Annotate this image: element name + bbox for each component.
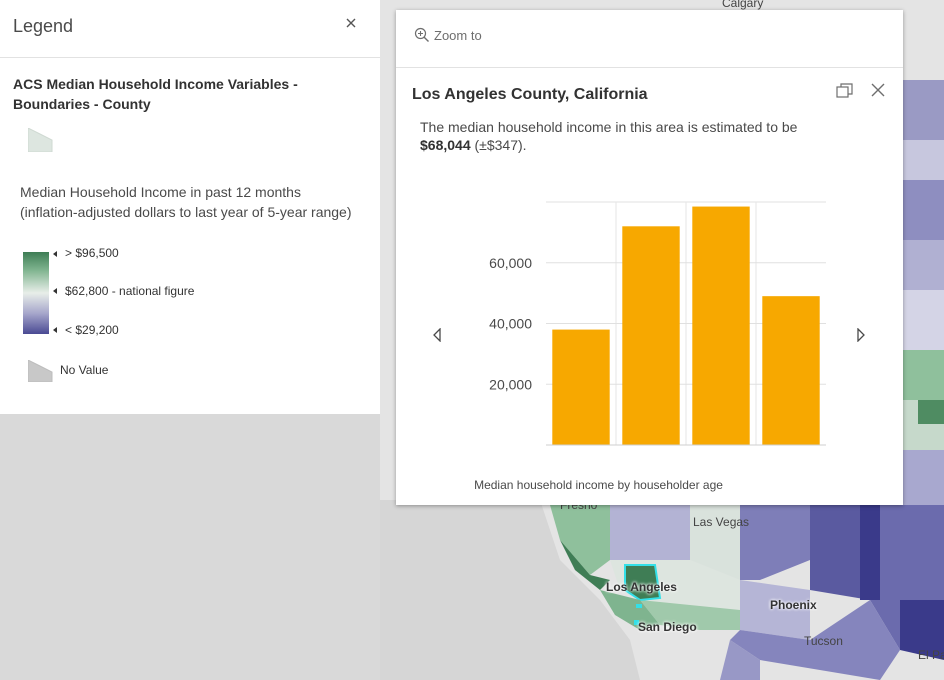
- close-icon[interactable]: [870, 82, 886, 103]
- city-label-calgary: Calgary: [722, 0, 764, 10]
- city-label-los-angeles: Los Angeles: [606, 580, 677, 594]
- popup-description: The median household income in this area…: [420, 118, 840, 154]
- y-tick-label: 40,000: [489, 316, 532, 332]
- feature-popup: Zoom to Los Angeles County, California T…: [396, 10, 903, 505]
- ramp-tick-icon: [53, 251, 57, 257]
- legend-panel: Legend ACS Median Household Income Varia…: [0, 0, 380, 414]
- zoom-in-icon: [414, 27, 429, 42]
- ramp-label-low: < $29,200: [65, 323, 119, 337]
- chart-bar[interactable]: [552, 329, 610, 445]
- ramp-label-high: > $96,500: [65, 246, 119, 260]
- legend-header: Legend: [0, 0, 380, 58]
- y-tick-label: 20,000: [489, 376, 532, 392]
- chevron-left-icon[interactable]: [432, 327, 442, 347]
- city-label-las-vegas: Las Vegas: [693, 515, 750, 529]
- polygon-symbol-icon: [28, 128, 53, 152]
- ramp-label-mid: $62,800 - national figure: [65, 284, 195, 298]
- zoom-to-button[interactable]: Zoom to: [414, 27, 482, 43]
- no-value-symbol-icon: [28, 360, 53, 382]
- ramp-tick-icon: [53, 288, 57, 294]
- chart-caption: Median household income by householder a…: [474, 478, 723, 492]
- ramp-tick-icon: [53, 327, 57, 333]
- legend-layer-name: ACS Median Household Income Variables - …: [13, 76, 298, 112]
- chart-bar[interactable]: [622, 226, 680, 445]
- city-label-phoenix: Phoenix: [770, 598, 817, 612]
- legend-title: Legend: [13, 16, 74, 36]
- popup-income-value: $68,044: [420, 137, 471, 153]
- city-label-el-paso: El Pa: [918, 648, 944, 662]
- popup-text-suffix: (±$347).: [470, 137, 527, 153]
- close-icon[interactable]: [344, 14, 358, 35]
- bar-chart: 20,000 40,000 60,000: [489, 201, 826, 446]
- chevron-right-icon[interactable]: [856, 327, 866, 347]
- city-label-san-diego: San Diego: [638, 620, 697, 634]
- legend-field-description: Median Household Income in past 12 month…: [20, 184, 352, 220]
- popup-text-prefix: The median household income in this area…: [420, 119, 798, 135]
- popup-actions-bar: Zoom to: [396, 10, 903, 68]
- chart-bar[interactable]: [692, 206, 750, 445]
- color-ramp: [23, 252, 49, 334]
- y-tick-label: 60,000: [489, 255, 532, 271]
- chart-bar[interactable]: [762, 296, 820, 445]
- popup-title: Los Angeles County, California: [412, 86, 648, 103]
- dock-icon[interactable]: [836, 83, 854, 104]
- zoom-to-label: Zoom to: [434, 27, 482, 43]
- city-label-tucson: Tucson: [804, 634, 843, 648]
- no-value-label: No Value: [60, 363, 109, 377]
